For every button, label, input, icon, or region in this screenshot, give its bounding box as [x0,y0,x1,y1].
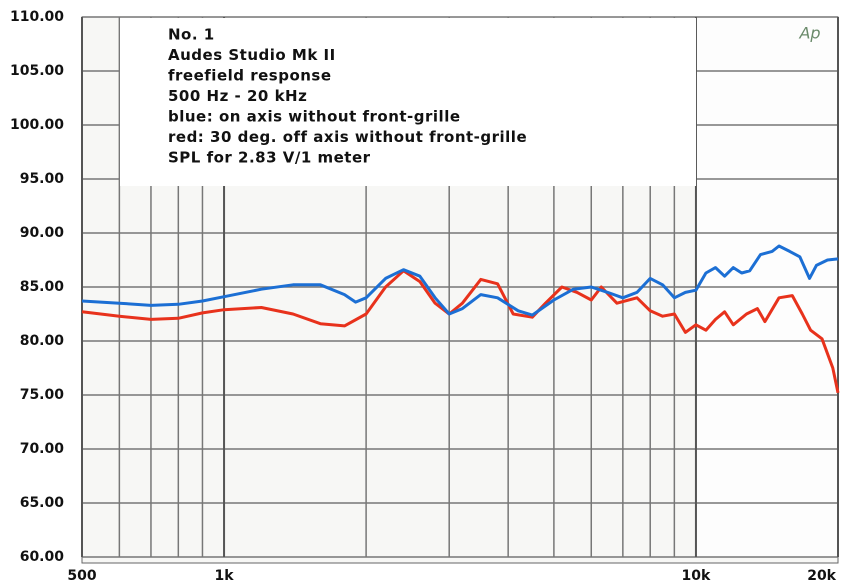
y-tick-label: 60.00 [20,549,65,565]
annotation: No. 1 Audes Studio Mk II freefield respons… [168,26,527,167]
series-line [81,269,840,394]
y-tick-label: 90.00 [20,225,65,241]
y-tick-label: 70.00 [20,441,65,457]
series-line [81,244,839,317]
y-tick-label: 110.00 [10,9,64,25]
y-tick-label: 105.00 [10,63,64,79]
annotation-line: Audes Studio Mk II [168,46,336,64]
annotation-line: SPL for 2.83 V/1 meter [168,149,371,167]
annotation-line: red: 30 deg. off axis without front-gril… [168,128,527,146]
ticks: 60.00 65.00 70.00 75.00 80.00 85.00 90.00 95.00… [10,9,837,584]
logo: Ap [798,24,820,43]
annotation-box [120,18,696,186]
y-tick-label: 75.00 [20,387,65,403]
lines [81,244,840,394]
annotation-line: blue: on axis without front-grille [168,108,461,126]
x-tick-label: 20k [807,568,836,584]
annotation-line: No. 1 [168,26,215,44]
y-tick-label: 100.00 [10,117,64,133]
y-tick-label: 80.00 [20,333,65,349]
y-tick-label: 85.00 [20,279,65,295]
x-tick-label: 1k [215,568,235,584]
y-tick-label: 95.00 [20,171,65,187]
annotation-line: freefield response [168,67,332,85]
annotation-line: 500 Hz - 20 kHz [168,87,307,105]
x-tick-label: 500 [67,568,96,584]
y-tick-label: 65.00 [20,495,65,511]
x-tick-label: 10k [682,568,711,584]
